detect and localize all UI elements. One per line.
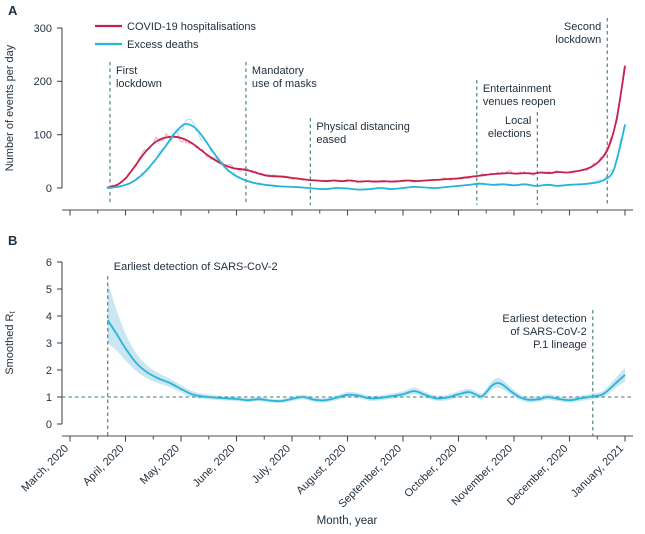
x-axis-title: Month, year — [317, 515, 378, 527]
panel-b-y-tick-label: 1 — [46, 392, 52, 404]
event-label-line: lockdown — [555, 34, 601, 46]
excess-deaths-smooth-line — [106, 123, 626, 191]
panel-b-y-tick-label: 0 — [46, 419, 52, 431]
event-label-line: eased — [316, 134, 346, 146]
x-tick-label: April, 2020 — [81, 443, 127, 489]
panel-b-letter: B — [8, 233, 17, 248]
ylabel-main: Smoothed R — [4, 313, 16, 374]
x-tick-label: December, 2020 — [505, 443, 571, 509]
event-label-line: First — [116, 65, 137, 77]
panel-a-y-tick-label: 0 — [46, 183, 52, 195]
event-label-line: Entertainment — [483, 83, 551, 95]
x-tick-label: May, 2020 — [138, 443, 182, 487]
panel-b-y-tick-label: 4 — [46, 311, 52, 323]
event-label-line: Mandatory — [252, 65, 304, 77]
detection-label-line: of SARS-CoV-2 — [510, 326, 586, 338]
x-tick-label: March, 2020 — [19, 443, 71, 495]
legend-label-0: COVID-19 hospitalisations — [127, 21, 257, 33]
panel-a-y-tick-label: 100 — [34, 129, 52, 141]
panel-a-y-axis-title: Number of events per day — [4, 44, 16, 171]
x-tick-label: August, 2020 — [294, 443, 348, 497]
event-label-line: venues reopen — [483, 96, 556, 108]
panel-b-y-tick-label: 2 — [46, 365, 52, 377]
x-tick-label: October, 2020 — [402, 443, 459, 500]
event-label-line: elections — [488, 128, 532, 140]
panel-a-letter: A — [8, 3, 18, 18]
legend-label-1: Excess deaths — [127, 39, 199, 51]
x-tick-label: July, 2020 — [250, 443, 293, 486]
panel-a-y-tick-label: 300 — [34, 23, 52, 35]
event-label-line: use of masks — [252, 78, 317, 90]
event-label-line: lockdown — [116, 78, 162, 90]
event-label-line: Second — [564, 21, 601, 33]
detection-label-line: Earliest detection — [502, 313, 586, 325]
x-tick-label: January, 2021 — [569, 443, 626, 500]
hospitalisations-smooth-line — [106, 65, 626, 189]
panel-b-y-axis-title: Smoothed Rt — [4, 311, 17, 375]
event-label-line: Physical distancing — [316, 121, 410, 133]
panel-b-y-tick-label: 5 — [46, 284, 52, 296]
panel-b-y-tick-label: 6 — [46, 257, 52, 269]
ylabel-subscript: t — [8, 311, 17, 314]
rt-smooth-line — [106, 319, 626, 403]
panel-a-y-tick-label: 200 — [34, 76, 52, 88]
detection-label-line: Earliest detection of SARS-CoV-2 — [114, 261, 278, 273]
detection-label-line: P.1 lineage — [533, 339, 587, 351]
x-tick-label: June, 2020 — [191, 443, 238, 490]
panel-b-y-tick-label: 3 — [46, 338, 52, 350]
event-label-line: Local — [505, 115, 531, 127]
